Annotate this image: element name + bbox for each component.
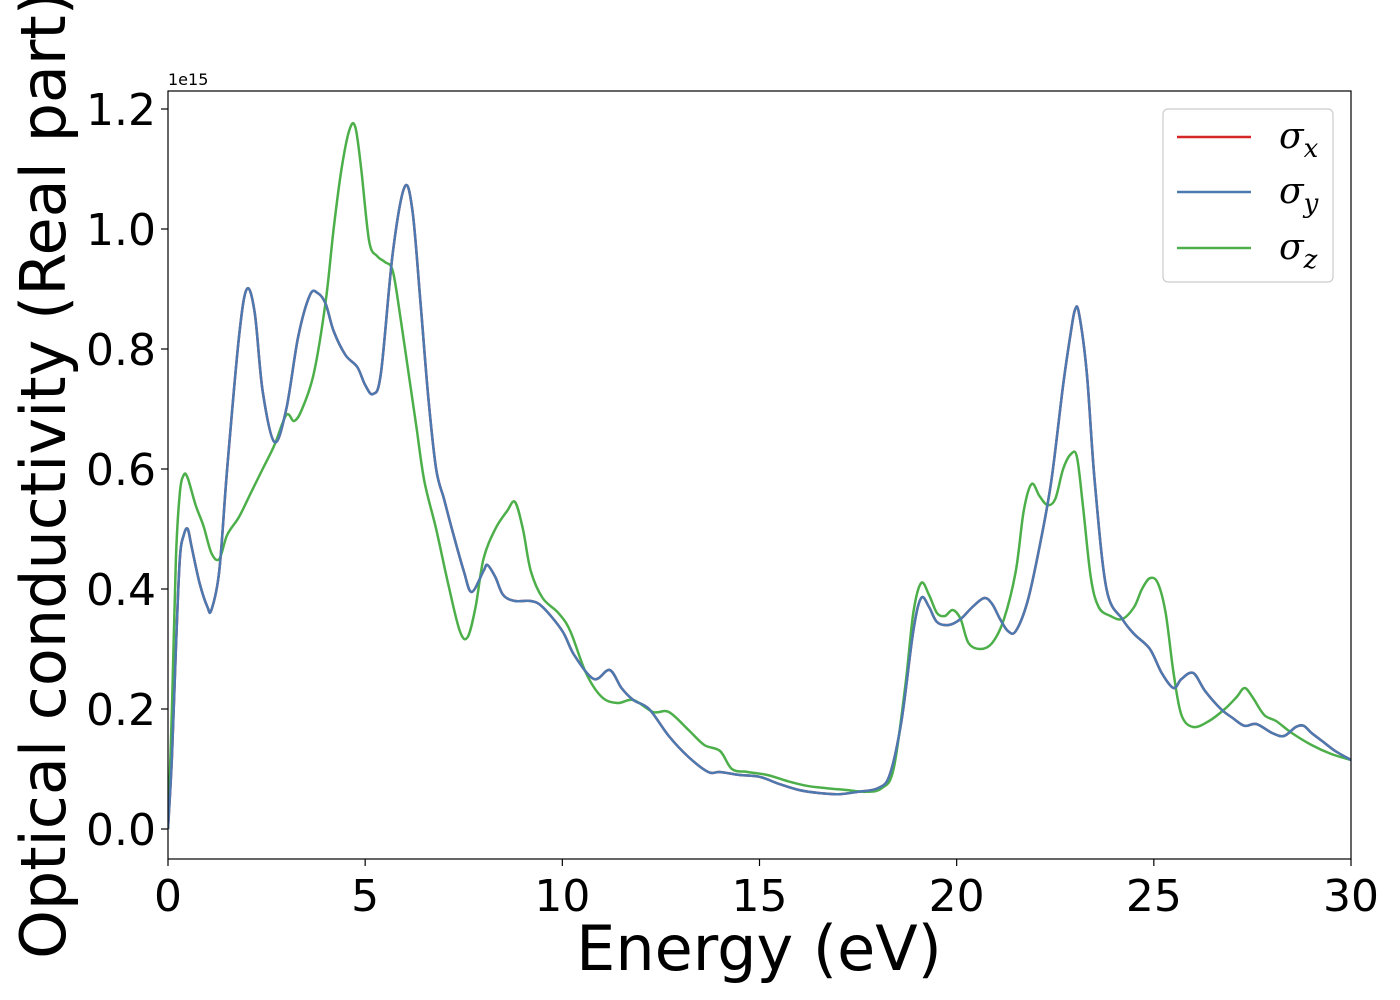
series-line-sigma-z: [168, 121, 1351, 830]
legend-label-sigma-y: σy: [1279, 171, 1319, 219]
x-tick-label: 5: [351, 871, 379, 922]
y-axis-label: Optical conductivity (Real part): [7, 0, 80, 959]
legend-label-sigma-x: σx: [1279, 116, 1319, 164]
x-tick-label: 15: [732, 871, 788, 922]
y-tick-label: 0.4: [86, 565, 156, 616]
legend-items: σx σy σz: [1177, 116, 1319, 275]
x-tick-label: 25: [1126, 871, 1182, 922]
x-axis-label: Energy (eV): [576, 912, 942, 985]
y-tick-label: 1.2: [86, 85, 156, 136]
legend-box: [1162, 108, 1334, 283]
x-tick-label: 10: [534, 871, 590, 922]
y-axis-offset-label: 1e15: [168, 70, 208, 89]
legend: σx σy σz: [1162, 108, 1334, 283]
x-axis-ticks: 0 5 10 15 20 25 30: [154, 859, 1379, 922]
y-tick-label: 0.0: [86, 805, 156, 856]
x-tick-label: 30: [1323, 871, 1379, 922]
x-tick-label: 20: [929, 871, 985, 922]
y-tick-label: 1.0: [86, 205, 156, 256]
y-tick-label: 0.6: [86, 445, 156, 496]
y-tick-label: 0.2: [86, 685, 156, 736]
plot-lines: [168, 121, 1351, 830]
series-line-sigma-y: [168, 183, 1351, 830]
y-tick-label: 0.8: [86, 325, 156, 376]
y-axis-ticks: 0.0 0.2 0.4 0.6 0.8 1.0 1.2: [86, 85, 168, 856]
legend-label-sigma-z: σz: [1279, 227, 1318, 275]
x-tick-label: 0: [154, 871, 182, 922]
